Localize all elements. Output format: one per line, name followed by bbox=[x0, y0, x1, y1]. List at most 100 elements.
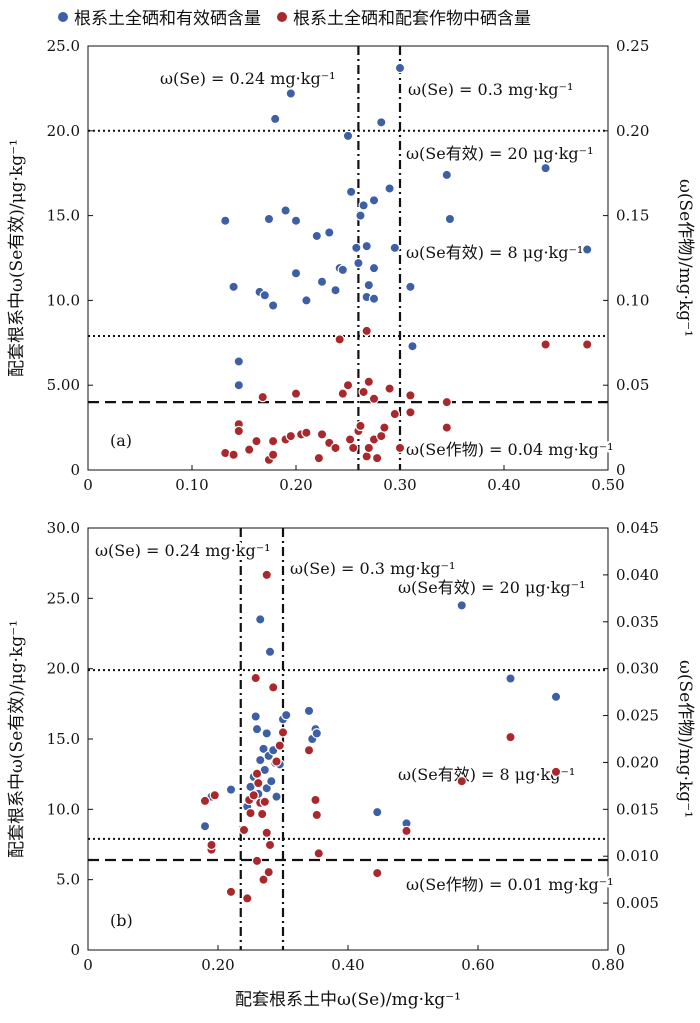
data-point-blue bbox=[405, 281, 416, 293]
data-point-red bbox=[267, 435, 279, 447]
data-point-red bbox=[220, 447, 231, 459]
data-point-blue bbox=[259, 290, 270, 301]
data-point-red bbox=[251, 768, 263, 779]
y2-tick-label: 0 bbox=[616, 941, 626, 959]
x-tick-label: 0.80 bbox=[591, 956, 624, 974]
data-point-red bbox=[316, 429, 328, 440]
y2-tick-label: 0.20 bbox=[616, 122, 649, 140]
y2-tick-label: 0.15 bbox=[616, 207, 649, 225]
data-point-blue bbox=[337, 264, 348, 276]
panel-1: 0 0.20 0.40 0.60 0.8005.010.015.020.025.030.… bbox=[7, 519, 695, 1010]
data-point-red bbox=[342, 380, 354, 391]
y2-tick-label: 0.25 bbox=[616, 37, 649, 55]
data-point-blue bbox=[389, 242, 400, 254]
x-axis-label: 配套根系土中ω(Se)/mg·kg⁻¹ bbox=[235, 990, 461, 1010]
data-point-red bbox=[277, 727, 289, 738]
x-tick-label: 0.50 bbox=[591, 476, 624, 494]
data-point-red bbox=[257, 391, 268, 403]
data-point-red bbox=[355, 420, 366, 432]
data-point-blue bbox=[263, 213, 275, 225]
y-axis-label: 配套根系中ω(Se有效)/μg·kg⁻¹ bbox=[7, 139, 27, 377]
data-point-red bbox=[264, 839, 276, 851]
data-point-red bbox=[259, 796, 270, 808]
y-tick-label: 15.0 bbox=[47, 730, 80, 748]
data-point-red bbox=[233, 425, 244, 437]
data-point-blue bbox=[351, 242, 362, 254]
data-point-red bbox=[337, 388, 348, 399]
panel-label: (b) bbox=[110, 911, 133, 930]
data-point-blue bbox=[540, 162, 551, 174]
data-point-blue bbox=[285, 88, 296, 99]
y2-tick-label: 0.020 bbox=[616, 753, 659, 771]
data-point-red bbox=[313, 452, 325, 464]
data-point-red bbox=[361, 325, 372, 337]
x-tick-label: 0.10 bbox=[175, 476, 208, 494]
data-point-red bbox=[310, 794, 321, 806]
y-tick-label: 5.00 bbox=[47, 376, 80, 394]
data-point-red bbox=[209, 790, 220, 801]
y2-tick-label: 0.045 bbox=[616, 519, 659, 537]
data-point-red bbox=[243, 444, 255, 455]
data-point-blue bbox=[361, 240, 372, 252]
reference-line-label: ω(Se有效) = 8 μg·kg⁻¹ bbox=[398, 765, 575, 784]
y-tick-label: 30.0 bbox=[47, 519, 80, 537]
legend-item-crop-se: 根系土全硒和配套作物中硒含量 bbox=[277, 4, 531, 29]
data-point-blue bbox=[251, 723, 263, 735]
data-point-red bbox=[313, 848, 324, 859]
y2-tick-label: 0.025 bbox=[616, 707, 659, 725]
legend-label-available-se: 根系土全硒和有效硒含量 bbox=[74, 9, 261, 29]
data-point-red bbox=[250, 672, 261, 684]
y2-tick-label: 0.040 bbox=[616, 566, 659, 584]
data-point-red bbox=[225, 886, 237, 898]
data-point-blue bbox=[550, 691, 562, 703]
y2-tick-label: 0.035 bbox=[616, 613, 659, 631]
panel-0: 0 0.10 0.20 0.30 0.40 0.5005.0010.015.020.025… bbox=[7, 37, 695, 494]
data-point-blue bbox=[353, 257, 364, 269]
data-point-red bbox=[384, 383, 395, 394]
y-tick-label: 10.0 bbox=[47, 800, 80, 818]
data-point-blue bbox=[363, 279, 374, 291]
data-point-blue bbox=[264, 646, 276, 657]
data-point-red bbox=[363, 376, 374, 388]
data-point-red bbox=[330, 442, 341, 454]
legend-marker-red bbox=[277, 11, 287, 22]
data-point-blue bbox=[358, 200, 369, 211]
data-point-red bbox=[271, 756, 282, 767]
data-point-blue bbox=[233, 380, 244, 391]
reference-line-label: ω(Se) = 0.24 mg·kg⁻¹ bbox=[95, 541, 271, 560]
data-point-blue bbox=[330, 285, 341, 296]
data-point-red bbox=[267, 449, 279, 460]
data-point-red bbox=[394, 442, 406, 454]
data-point-red bbox=[540, 339, 551, 350]
data-point-red bbox=[376, 430, 387, 442]
data-point-blue bbox=[258, 743, 269, 755]
data-point-red bbox=[228, 449, 239, 460]
y-tick-label: 10.0 bbox=[47, 291, 80, 309]
data-point-blue bbox=[407, 340, 418, 352]
data-point-red bbox=[368, 393, 380, 404]
reference-line-label: ω(Se有效) = 20 μg·kg⁻¹ bbox=[406, 144, 594, 163]
data-point-blue bbox=[342, 130, 354, 142]
data-point-blue bbox=[250, 711, 261, 722]
legend-label-crop-se: 根系土全硒和配套作物中硒含量 bbox=[293, 9, 531, 29]
data-point-red bbox=[456, 776, 467, 787]
data-point-blue bbox=[225, 784, 237, 795]
data-point-blue bbox=[220, 215, 231, 226]
y2-tick-label: 0.010 bbox=[616, 847, 659, 865]
data-point-blue bbox=[255, 754, 266, 766]
data-point-red bbox=[248, 790, 259, 801]
data-point-red bbox=[372, 867, 383, 879]
data-point-blue bbox=[270, 113, 281, 125]
data-point-red bbox=[358, 386, 369, 398]
y2-axis-label: ω(Se作物)/mg·kg⁻¹ bbox=[675, 179, 695, 337]
data-point-blue bbox=[271, 791, 282, 802]
y-tick-label: 0 bbox=[70, 941, 80, 959]
y2-tick-label: 0 bbox=[616, 461, 626, 479]
data-point-red bbox=[550, 766, 562, 778]
data-point-red bbox=[303, 745, 315, 756]
data-point-red bbox=[285, 430, 296, 442]
data-point-blue bbox=[267, 300, 279, 311]
data-point-red bbox=[242, 893, 253, 904]
y-tick-label: 25.0 bbox=[47, 37, 80, 55]
